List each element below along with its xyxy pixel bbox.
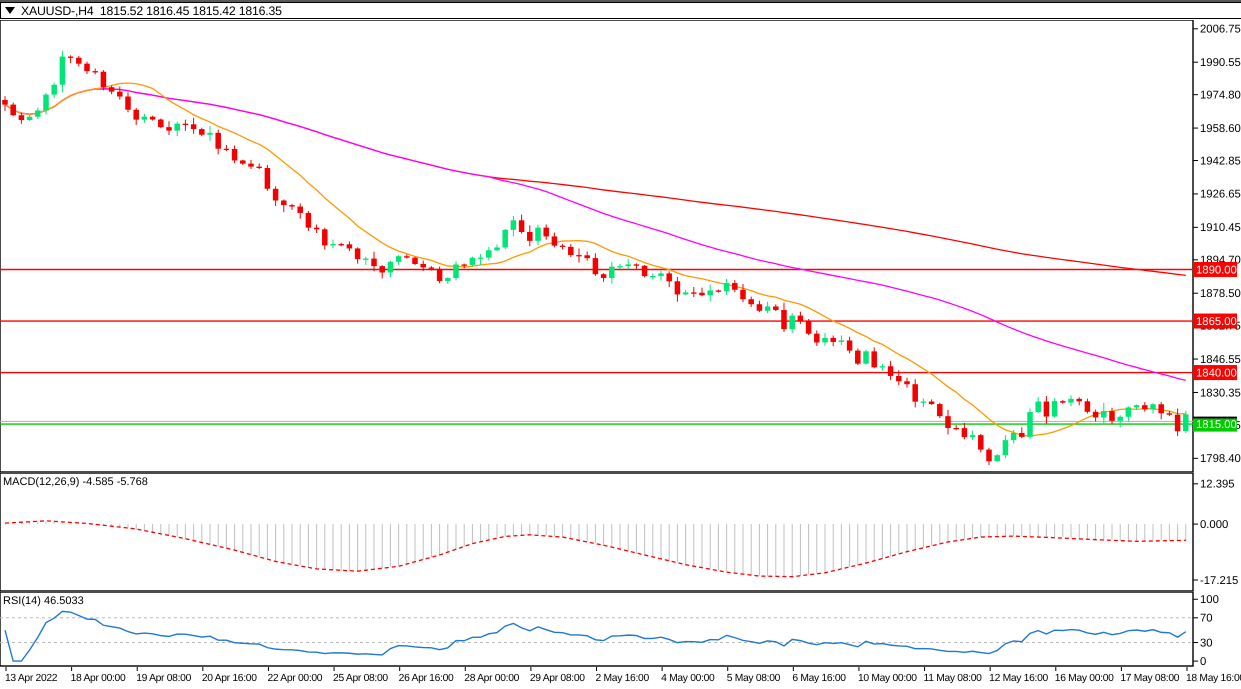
svg-text:1798.40: 1798.40 <box>1200 453 1241 465</box>
svg-text:1942.85: 1942.85 <box>1200 155 1241 167</box>
svg-text:6 May 16:00: 6 May 16:00 <box>792 673 846 684</box>
svg-text:18 May 16:00: 18 May 16:00 <box>1186 673 1241 684</box>
svg-text:16 May 00:00: 16 May 00:00 <box>1055 673 1114 684</box>
svg-text:28 Apr 00:00: 28 Apr 00:00 <box>464 673 519 684</box>
svg-text:1990.55: 1990.55 <box>1200 57 1241 69</box>
svg-text:17 May 08:00: 17 May 08:00 <box>1120 673 1179 684</box>
svg-text:1958.60: 1958.60 <box>1200 123 1241 135</box>
svg-text:1830.35: 1830.35 <box>1200 387 1241 399</box>
svg-text:5 May 08:00: 5 May 08:00 <box>727 673 781 684</box>
svg-text:1910.45: 1910.45 <box>1200 222 1241 234</box>
svg-text:29 Apr 08:00: 29 Apr 08:00 <box>530 673 585 684</box>
svg-text:MACD(12,26,9) -4.585 -5.768: MACD(12,26,9) -4.585 -5.768 <box>3 476 148 488</box>
svg-text:100: 100 <box>1200 594 1219 606</box>
svg-text:2006.75: 2006.75 <box>1200 24 1241 36</box>
svg-text:26 Apr 16:00: 26 Apr 16:00 <box>399 673 454 684</box>
svg-text:70: 70 <box>1200 613 1213 625</box>
svg-text:12.395: 12.395 <box>1200 479 1235 491</box>
svg-text:4 May 00:00: 4 May 00:00 <box>661 673 715 684</box>
svg-text:2 May 16:00: 2 May 16:00 <box>596 673 650 684</box>
svg-text:-17.215: -17.215 <box>1200 575 1238 587</box>
svg-text:1840.00: 1840.00 <box>1196 367 1237 379</box>
svg-text:25 Apr 08:00: 25 Apr 08:00 <box>333 673 388 684</box>
svg-text:1815.00: 1815.00 <box>1196 419 1237 431</box>
svg-text:1878.50: 1878.50 <box>1200 288 1241 300</box>
svg-text:1890.00: 1890.00 <box>1196 264 1237 276</box>
svg-text:RSI(14) 46.5033: RSI(14) 46.5033 <box>3 595 84 607</box>
svg-text:12 May 16:00: 12 May 16:00 <box>989 673 1048 684</box>
svg-text:1846.55: 1846.55 <box>1200 354 1241 366</box>
svg-text:30: 30 <box>1200 637 1213 649</box>
svg-text:13 Apr 2022: 13 Apr 2022 <box>5 673 58 684</box>
svg-text:10 May 00:00: 10 May 00:00 <box>858 673 917 684</box>
svg-text:0: 0 <box>1200 656 1206 667</box>
svg-text:1926.65: 1926.65 <box>1200 189 1241 201</box>
svg-text:0.000: 0.000 <box>1200 519 1228 531</box>
svg-text:19 Apr 08:00: 19 Apr 08:00 <box>136 673 191 684</box>
svg-text:11 May 08:00: 11 May 08:00 <box>924 673 983 684</box>
svg-text:1865.00: 1865.00 <box>1196 316 1237 328</box>
svg-text:1974.80: 1974.80 <box>1200 89 1241 101</box>
svg-text:20 Apr 16:00: 20 Apr 16:00 <box>202 673 257 684</box>
svg-text:18 Apr 00:00: 18 Apr 00:00 <box>71 673 126 684</box>
svg-text:22 Apr 00:00: 22 Apr 00:00 <box>267 673 322 684</box>
